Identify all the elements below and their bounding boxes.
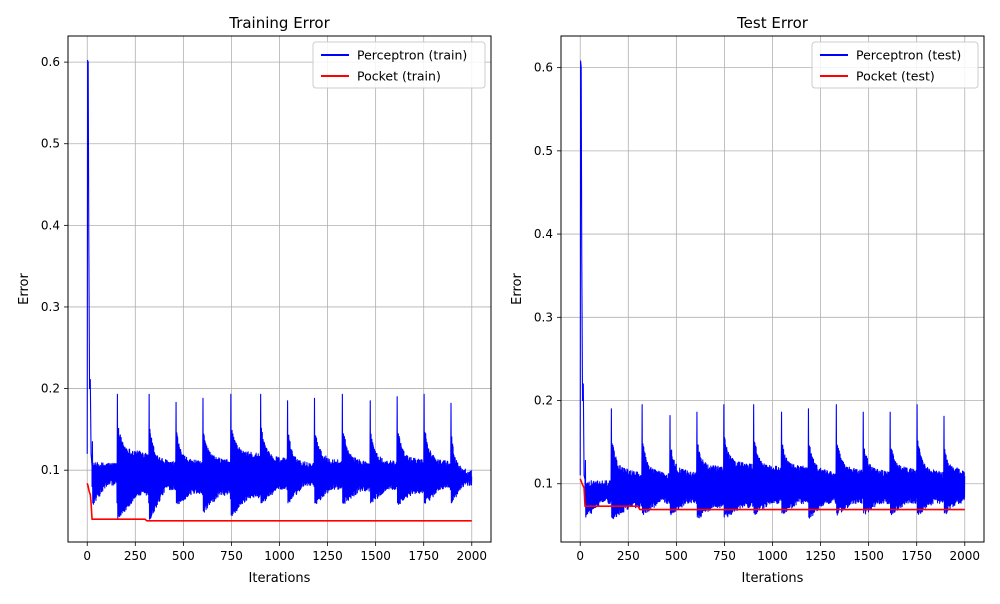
- training-perceptron-series-line: [86, 59, 473, 520]
- training-x-tick-label: 1500: [360, 549, 391, 563]
- test-x-tick-label: 750: [713, 549, 736, 563]
- test-x-tick-label: 0: [576, 549, 584, 563]
- test-perceptron-series-line: [579, 60, 966, 520]
- training-y-tick-label: 0.2: [41, 382, 60, 396]
- training-legend: Perceptron (train) Pocket (train): [312, 41, 486, 89]
- test-error-panel: 0 250 500 750 1000 1250 1500 1750 2000 0.1 0.2 0.3 0…: [510, 14, 985, 586]
- training-y-tick-label: 0.1: [41, 463, 60, 477]
- test-legend: Perceptron (test) Pocket (test): [811, 41, 979, 89]
- test-x-tick-label: 1250: [805, 549, 836, 563]
- training-legend-entry: Pocket (train): [357, 69, 441, 84]
- training-x-tick-label: 250: [124, 549, 147, 563]
- test-y-tick-label: 0.2: [534, 394, 553, 408]
- training-legend-entry: Perceptron (train): [357, 48, 467, 63]
- test-y-tick-label: 0.5: [534, 144, 553, 158]
- training-error-panel: 0 250 500 750 1000 1250 1500 1750 2000 0.1 0.2 0.3 0…: [17, 14, 492, 586]
- test-x-tick-label: 1500: [853, 549, 884, 563]
- training-chart-title: Training Error: [228, 14, 330, 32]
- test-x-axis-label: Iterations: [742, 571, 804, 586]
- training-x-tick-label: 750: [220, 549, 243, 563]
- test-x-tick-label: 2000: [949, 549, 980, 563]
- training-plot-area: [86, 59, 473, 522]
- test-y-tick-label: 0.4: [534, 227, 553, 241]
- training-x-tick-label: 2000: [456, 549, 487, 563]
- training-x-tick-label: 1000: [264, 549, 295, 563]
- test-legend-entry: Perceptron (test): [856, 48, 961, 63]
- training-legend-box: [312, 41, 486, 89]
- test-plot-area: [579, 60, 966, 520]
- test-y-tick-label: 0.6: [534, 61, 553, 75]
- training-x-axis-label: Iterations: [249, 571, 311, 586]
- test-x-tick-label: 1000: [757, 549, 788, 563]
- test-x-tick-label: 500: [665, 549, 688, 563]
- training-y-tick-label: 0.5: [41, 137, 60, 151]
- test-pocket-series-line: [579, 478, 965, 511]
- training-x-tick-label: 1250: [312, 549, 343, 563]
- test-x-tick-label: 250: [617, 549, 640, 563]
- training-y-tick-label: 0.3: [41, 300, 60, 314]
- test-legend-entry: Pocket (test): [856, 69, 935, 84]
- test-chart-title: Test Error: [736, 14, 809, 32]
- training-y-tick-label: 0.6: [41, 55, 60, 69]
- training-y-axis-label: Error: [17, 273, 32, 305]
- training-x-tick-label: 1750: [408, 549, 439, 563]
- test-legend-box: [811, 41, 979, 89]
- test-y-axis-label: Error: [510, 273, 525, 305]
- test-y-tick-label: 0.3: [534, 310, 553, 324]
- training-y-tick-label: 0.4: [41, 218, 60, 232]
- test-x-tick-label: 1750: [901, 549, 932, 563]
- training-pocket-series-line: [86, 483, 472, 522]
- training-x-tick-label: 500: [172, 549, 195, 563]
- test-y-tick-label: 0.1: [534, 477, 553, 491]
- training-x-tick-label: 0: [83, 549, 91, 563]
